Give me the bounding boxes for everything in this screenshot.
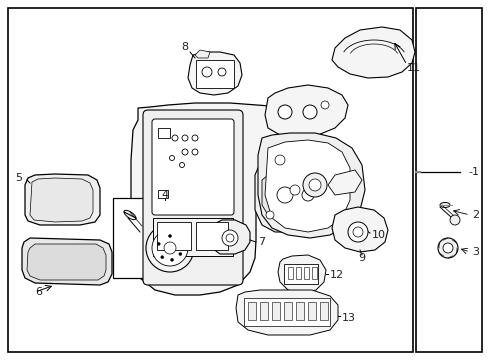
Bar — [284, 264, 318, 284]
Ellipse shape — [440, 202, 450, 207]
Circle shape — [275, 155, 285, 165]
Ellipse shape — [124, 210, 136, 220]
Polygon shape — [131, 103, 315, 295]
Bar — [284, 302, 292, 320]
Circle shape — [290, 185, 300, 195]
Circle shape — [202, 67, 212, 77]
Circle shape — [353, 227, 363, 237]
Text: 8: 8 — [181, 42, 189, 52]
Circle shape — [303, 105, 317, 119]
Bar — [244, 298, 330, 326]
Polygon shape — [332, 27, 415, 78]
Polygon shape — [210, 220, 250, 254]
Bar — [196, 60, 234, 88]
Circle shape — [169, 234, 171, 238]
Circle shape — [179, 162, 185, 167]
Bar — [272, 302, 280, 320]
Polygon shape — [265, 85, 348, 138]
Circle shape — [321, 101, 329, 109]
Bar — [320, 302, 328, 320]
Text: 13: 13 — [342, 313, 356, 323]
Circle shape — [450, 215, 460, 225]
Bar — [8, 8, 413, 352]
Circle shape — [161, 256, 164, 259]
Text: 12: 12 — [330, 270, 344, 280]
Polygon shape — [262, 168, 320, 220]
Bar — [113, 198, 201, 278]
Circle shape — [157, 242, 160, 246]
Polygon shape — [328, 170, 362, 195]
Polygon shape — [278, 255, 326, 293]
Circle shape — [179, 252, 182, 256]
Circle shape — [164, 242, 176, 254]
Circle shape — [277, 187, 293, 203]
Circle shape — [278, 105, 292, 119]
Polygon shape — [22, 238, 112, 285]
FancyBboxPatch shape — [143, 110, 243, 285]
Circle shape — [438, 238, 458, 258]
Polygon shape — [236, 290, 338, 335]
Bar — [158, 128, 170, 138]
Polygon shape — [332, 207, 388, 252]
Circle shape — [182, 149, 188, 155]
FancyBboxPatch shape — [152, 119, 234, 215]
Text: 9: 9 — [359, 253, 366, 263]
Bar — [304, 267, 309, 279]
Text: 10: 10 — [372, 230, 386, 240]
Circle shape — [171, 258, 173, 261]
Polygon shape — [195, 50, 210, 58]
Bar — [158, 190, 168, 198]
Polygon shape — [258, 133, 365, 238]
Text: 5: 5 — [15, 173, 22, 183]
Text: 2: 2 — [472, 210, 479, 220]
Circle shape — [192, 149, 198, 155]
Polygon shape — [188, 52, 242, 95]
Circle shape — [443, 243, 453, 253]
Bar — [416, 8, 482, 352]
Polygon shape — [30, 178, 93, 222]
Circle shape — [302, 189, 314, 201]
Bar — [196, 222, 228, 250]
Circle shape — [348, 222, 368, 242]
Circle shape — [152, 230, 188, 266]
Bar — [248, 302, 256, 320]
Bar — [157, 222, 191, 250]
Bar — [312, 267, 317, 279]
Text: 7: 7 — [258, 237, 265, 247]
Polygon shape — [25, 174, 100, 225]
Text: 11: 11 — [407, 63, 421, 73]
Polygon shape — [265, 140, 350, 232]
Bar — [308, 302, 316, 320]
Circle shape — [182, 135, 188, 141]
Circle shape — [218, 68, 226, 76]
Circle shape — [309, 179, 321, 191]
Bar — [153, 218, 233, 256]
Bar — [288, 267, 293, 279]
Circle shape — [266, 211, 274, 219]
Bar — [296, 302, 304, 320]
Polygon shape — [27, 244, 106, 280]
Circle shape — [146, 224, 194, 272]
Bar — [260, 302, 268, 320]
Text: 4: 4 — [161, 190, 169, 200]
Circle shape — [192, 135, 198, 141]
Circle shape — [170, 156, 174, 161]
Text: 6: 6 — [35, 287, 42, 297]
Text: 3: 3 — [472, 247, 479, 257]
Polygon shape — [255, 154, 332, 232]
Circle shape — [172, 135, 178, 141]
Bar — [296, 267, 301, 279]
Circle shape — [226, 234, 234, 242]
Text: -1: -1 — [468, 167, 479, 177]
Circle shape — [222, 230, 238, 246]
Circle shape — [303, 173, 327, 197]
